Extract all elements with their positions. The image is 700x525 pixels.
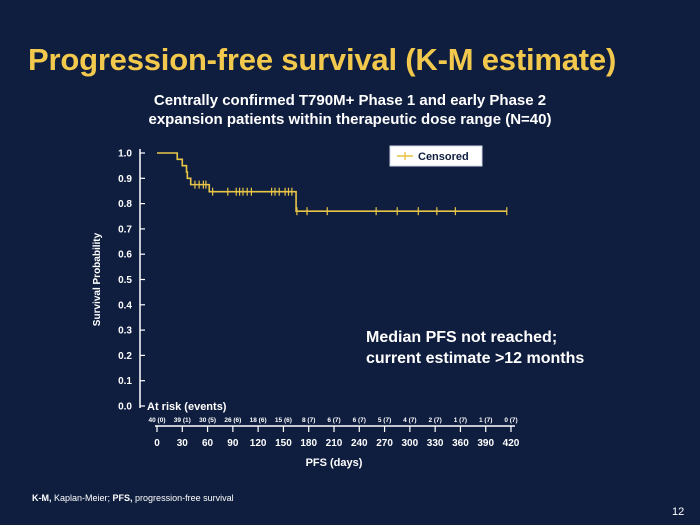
y-tick-label: 0.4 [118, 300, 132, 311]
y-tick-label: 0.1 [118, 376, 132, 387]
footnote-km-text: Kaplan-Meier; [51, 493, 113, 503]
y-tick-label: 0.0 [118, 402, 132, 413]
at-risk-value: 30 (5) [199, 417, 216, 424]
x-tick-label: 390 [477, 438, 494, 449]
footnote-pfs-text: progression-free survival [132, 493, 234, 503]
at-risk-value: 5 (7) [378, 417, 391, 424]
x-tick-label: 300 [402, 438, 419, 449]
x-axis-label: PFS (days) [306, 457, 363, 469]
x-tick-label: 240 [351, 438, 368, 449]
at-risk-value: 6 (7) [327, 417, 340, 424]
y-tick-label: 0.6 [118, 250, 132, 261]
x-tick-label: 60 [202, 438, 214, 449]
y-tick-label: 0.7 [118, 224, 132, 235]
legend-label: Censored [418, 151, 469, 163]
at-risk-value: 39 (1) [174, 417, 191, 424]
median-pfs-annotation: Median PFS not reached; current estimate… [366, 327, 584, 369]
at-risk-value: 6 (7) [353, 417, 366, 424]
x-tick-label: 330 [427, 438, 444, 449]
x-tick-label: 360 [452, 438, 469, 449]
x-tick-label: 150 [275, 438, 292, 449]
y-tick-label: 0.9 [118, 174, 132, 185]
at-risk-value: 15 (6) [275, 417, 292, 424]
x-tick-label: 210 [326, 438, 343, 449]
x-tick-label: 420 [503, 438, 520, 449]
at-risk-value: 1 (7) [479, 417, 492, 424]
at-risk-value: 40 (0) [149, 417, 166, 424]
x-tick-label: 90 [227, 438, 239, 449]
x-tick-label: 270 [376, 438, 393, 449]
x-tick-label: 180 [300, 438, 317, 449]
page-number: 12 [672, 506, 685, 518]
x-tick-label: 0 [154, 438, 160, 449]
y-tick-label: 0.5 [118, 275, 132, 286]
footnote-pfs-abbr: PFS, [112, 493, 133, 503]
median-note-line-1: Median PFS not reached; [366, 329, 558, 346]
chart-subtitle-line-2: expansion patients within therapeutic do… [148, 111, 552, 128]
at-risk-value: 18 (6) [250, 417, 267, 424]
y-tick-label: 1.0 [118, 149, 132, 160]
footnote: K-M, Kaplan-Meier; PFS, progression-free… [32, 493, 234, 503]
median-note-line-2: current estimate >12 months [366, 350, 585, 367]
slide-title: Progression-free survival (K-M estimate) [28, 42, 617, 77]
x-tick-label: 30 [177, 438, 189, 449]
at-risk-value: 0 (7) [504, 417, 517, 424]
y-tick-label: 0.3 [118, 326, 132, 337]
y-tick-label: 0.8 [118, 199, 132, 210]
footnote-km-abbr: K-M, [32, 493, 52, 503]
y-axis-label: Survival Probability [92, 232, 103, 326]
at-risk-value: 1 (7) [454, 417, 467, 424]
at-risk-value: 4 (7) [403, 417, 416, 424]
at-risk-value: 26 (6) [224, 417, 241, 424]
at-risk-value: 8 (7) [302, 417, 315, 424]
legend-box [389, 145, 483, 167]
y-tick-label: 0.2 [118, 351, 132, 362]
x-tick-label: 120 [250, 438, 267, 449]
at-risk-value: 2 (7) [428, 417, 441, 424]
km-curve [157, 152, 507, 212]
chart-subtitle-line-1: Centrally confirmed T790M+ Phase 1 and e… [153, 92, 547, 109]
at-risk-title: At risk (events) [147, 401, 227, 413]
